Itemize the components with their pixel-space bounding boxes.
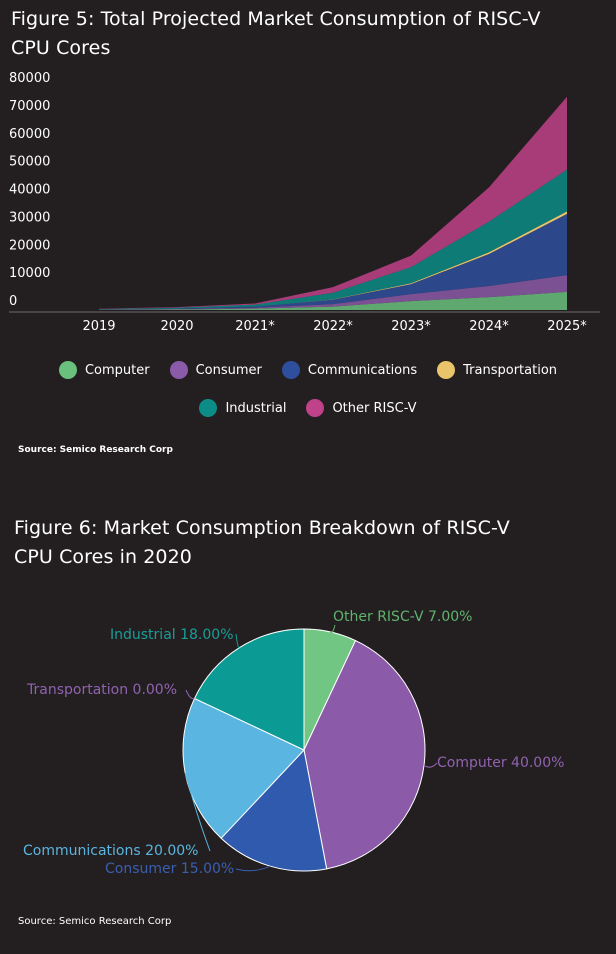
legend-swatch (306, 399, 325, 417)
pie-label-other: Other RISC-V 7.00% (333, 609, 472, 625)
y-tick-label: 80000 (9, 71, 50, 86)
x-tick-label: 2023* (391, 319, 431, 334)
legend-label: Industrial (225, 400, 287, 416)
y-tick-label: 60000 (9, 127, 50, 142)
x-tick-label: 2022* (313, 319, 353, 334)
y-tick-label: 0 (9, 294, 17, 309)
pie-leader-line (185, 689, 195, 700)
legend-item-transportation: Transportation (437, 361, 557, 379)
legend-swatch (169, 361, 188, 379)
y-tick-label: 70000 (9, 99, 50, 114)
source-note-fig5: Source: Semico Research Corp (18, 445, 173, 455)
pie-leader-line (330, 624, 336, 633)
area-series-consumer (99, 275, 567, 310)
y-tick-label: 30000 (9, 210, 50, 225)
pie-label-industrial: Industrial 18.00% (110, 627, 234, 643)
pie-slice-other (303, 628, 357, 751)
legend-swatch (281, 361, 300, 379)
x-tick-label: 2019 (82, 319, 115, 334)
figure6-title: Figure 6: Market Consumption Breakdown o… (14, 517, 510, 568)
legend-swatch (199, 399, 218, 417)
pie-leader-line (235, 865, 271, 872)
area-series-communications (99, 213, 567, 310)
y-tick-label: 10000 (9, 266, 50, 281)
pie-slice-computer (303, 639, 426, 870)
legend-swatch (58, 361, 77, 379)
pie-label-computer: Computer 40.00% (437, 755, 564, 771)
area-series-computer (99, 291, 567, 310)
legend-label: Other RISC-V (332, 400, 417, 416)
source-note-fig6: Source: Semico Research Corp (18, 916, 172, 927)
legend-label: Transportation (463, 362, 558, 378)
x-tick-label: 2025* (547, 319, 587, 334)
x-tick-label: 2021* (235, 319, 275, 334)
legend-label: Computer (84, 362, 150, 378)
pie-label-communications: Communications 20.00% (23, 843, 198, 859)
legend-item-industrial: Industrial (199, 399, 286, 417)
pie-leader-line (235, 633, 240, 649)
legend-label: Communications (307, 362, 418, 378)
legend-item-other-risc-v: Other RISC-V (306, 399, 417, 417)
x-tick-label: 2024* (469, 319, 509, 334)
pie-label-consumer: Consumer 15.00% (105, 861, 234, 877)
pie-slice-communications (182, 697, 305, 839)
pie-label-transportation: Transportation 0.00% (26, 682, 177, 698)
pie-slice-consumer (220, 748, 328, 872)
pie-leader-line (184, 772, 211, 852)
legend-item-computer: Computer (58, 361, 150, 379)
pie-slice-industrial (193, 628, 305, 751)
area-series-industrial (99, 169, 567, 310)
legend-label: Consumer (195, 362, 262, 378)
legend-item-consumer: Consumer (169, 361, 262, 379)
y-tick-label: 50000 (9, 155, 50, 170)
y-tick-label: 20000 (9, 238, 50, 253)
legend-row-2: Industrial Other RISC-V (0, 399, 616, 417)
figure5-title: Figure 5: Total Projected Market Consump… (11, 8, 541, 59)
area-series-other-risc-v (99, 96, 567, 310)
legend-item-communications: Communications (281, 361, 418, 379)
pie-leader-line (423, 762, 438, 768)
area-chart: 0 10000 20000 30000 40000 50000 60000 70000 8000… (9, 71, 600, 334)
legend-row-1: Computer Consumer Communications Transporta… (0, 361, 616, 379)
x-tick-label: 2020 (160, 319, 193, 334)
legend-swatch (437, 361, 456, 379)
y-tick-label: 40000 (9, 183, 50, 198)
